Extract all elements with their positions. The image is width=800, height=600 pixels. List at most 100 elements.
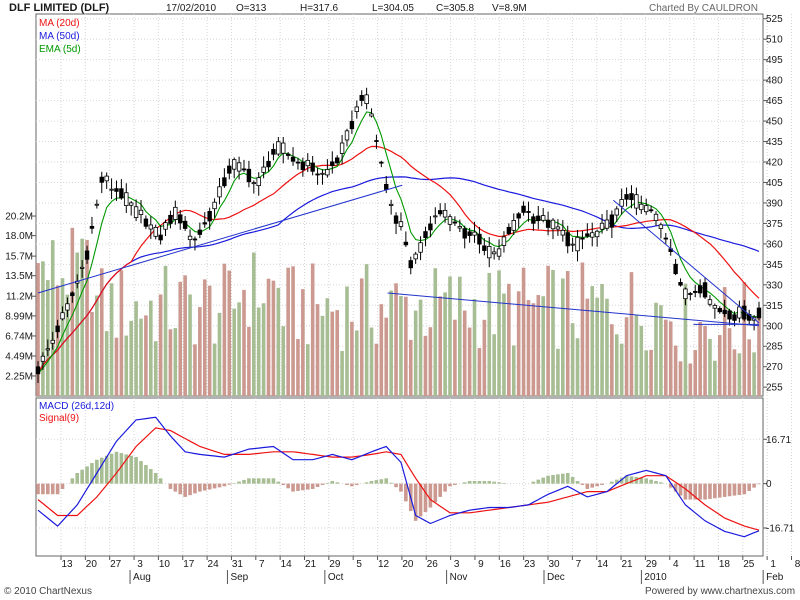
candle-body bbox=[178, 214, 183, 224]
x-tick-label: 9 bbox=[478, 559, 484, 570]
price-tick-label: 345 bbox=[766, 260, 783, 271]
macd-histogram-bar bbox=[217, 483, 222, 488]
candle-body bbox=[457, 226, 463, 229]
volume-bar bbox=[580, 262, 585, 396]
candle-body bbox=[60, 312, 65, 320]
x-tick-label: 14 bbox=[281, 559, 293, 570]
candle-body bbox=[50, 339, 55, 344]
volume-tick-label: 20.2M bbox=[5, 212, 33, 223]
quote-high: H=317.6 bbox=[300, 3, 339, 14]
ma50-line bbox=[37, 176, 760, 375]
macd-tick-label: -16.71 bbox=[766, 523, 795, 534]
macd-histogram-bar bbox=[418, 483, 423, 517]
month-label: Nov bbox=[450, 572, 468, 583]
volume-bar bbox=[242, 289, 246, 396]
volume-tick-label: 6.74M bbox=[5, 331, 33, 342]
macd-histogram-bar bbox=[595, 483, 599, 487]
volume-bar bbox=[629, 272, 634, 396]
volume-bar bbox=[664, 319, 668, 396]
macd-histogram-bar bbox=[497, 482, 501, 484]
candle-body bbox=[447, 216, 453, 225]
volume-bar bbox=[644, 350, 648, 396]
macd-histogram-bar bbox=[624, 475, 629, 484]
quote-volume: V=8.9M bbox=[492, 3, 527, 14]
macd-histogram-bar bbox=[85, 466, 89, 484]
macd-histogram-bar bbox=[399, 483, 403, 492]
macd-histogram-bar bbox=[727, 483, 732, 497]
candle-body bbox=[315, 173, 320, 176]
candle-body bbox=[526, 211, 531, 213]
macd-histogram-bar bbox=[580, 483, 585, 485]
macd-histogram-bar bbox=[109, 453, 114, 484]
macd-histogram-bar bbox=[266, 478, 271, 484]
volume-tick-label: 13.5M bbox=[5, 271, 33, 282]
volume-bar bbox=[668, 321, 673, 396]
volume-tick-label: 8.99M bbox=[5, 311, 33, 322]
candle-body bbox=[697, 285, 703, 294]
month-label: Aug bbox=[133, 572, 151, 583]
candle-body bbox=[629, 193, 634, 201]
macd-histogram-bar bbox=[428, 483, 433, 508]
macd-histogram-bar bbox=[673, 483, 678, 492]
volume-bar bbox=[443, 292, 447, 396]
volume-bar bbox=[350, 321, 354, 396]
month-label: 2010 bbox=[644, 572, 667, 583]
volume-bar bbox=[232, 308, 236, 396]
candle-body bbox=[202, 222, 207, 225]
volume-bar bbox=[134, 301, 138, 396]
x-tick-label: 17 bbox=[183, 559, 195, 570]
macd-histogram-bar bbox=[590, 483, 595, 488]
macd-histogram-bar bbox=[757, 483, 761, 485]
candle-body bbox=[585, 233, 590, 237]
candle-body bbox=[511, 220, 516, 231]
candle-body bbox=[575, 236, 580, 252]
volume-bar bbox=[526, 300, 531, 396]
quote-open: O=313 bbox=[236, 3, 267, 14]
volume-bar bbox=[600, 284, 604, 396]
volume-bar bbox=[659, 305, 663, 396]
x-tick-label: 23 bbox=[524, 559, 536, 570]
volume-bar bbox=[109, 283, 114, 396]
candle-body bbox=[590, 232, 595, 238]
candle-body bbox=[384, 183, 389, 190]
volume-bar bbox=[305, 344, 310, 396]
macd-histogram-bar bbox=[212, 483, 217, 489]
macd-histogram-bar bbox=[247, 478, 251, 484]
volume-bar bbox=[418, 299, 423, 396]
candle-body bbox=[119, 188, 124, 199]
volume-bar bbox=[276, 287, 281, 396]
candle-body bbox=[540, 215, 546, 221]
volume-bar bbox=[742, 282, 747, 396]
macd-histogram-bar bbox=[708, 483, 712, 499]
volume-bar bbox=[717, 335, 722, 396]
macd-histogram-bar bbox=[482, 480, 487, 484]
volume-bar bbox=[55, 285, 60, 396]
macd-histogram-bar bbox=[546, 475, 550, 484]
candle-body bbox=[418, 242, 423, 253]
volume-bar bbox=[492, 334, 496, 396]
macd-histogram-bar bbox=[222, 483, 227, 487]
volume-bar bbox=[507, 283, 511, 396]
macd-histogram-bar bbox=[678, 483, 683, 496]
candle-body bbox=[732, 314, 737, 321]
volume-bar bbox=[639, 325, 644, 396]
macd-histogram-bar bbox=[379, 479, 384, 484]
quote-date: 17/02/2010 bbox=[166, 3, 217, 14]
volume-bar bbox=[291, 266, 295, 396]
candle-body bbox=[374, 140, 379, 142]
volume-bar bbox=[703, 325, 707, 396]
x-tick-label: 14 bbox=[597, 559, 609, 570]
month-label: Feb bbox=[766, 572, 784, 583]
volume-bar bbox=[173, 328, 178, 396]
candle-body bbox=[114, 188, 119, 192]
volume-bar bbox=[737, 353, 742, 396]
price-tick-label: 480 bbox=[766, 76, 783, 87]
volume-bar bbox=[193, 344, 197, 396]
candle-body bbox=[496, 248, 502, 257]
candle-body bbox=[197, 229, 203, 235]
volume-bar bbox=[237, 302, 241, 396]
x-tick-label: 7 bbox=[259, 559, 265, 570]
candle-body bbox=[491, 251, 497, 255]
macd-histogram-bar bbox=[80, 469, 84, 484]
candle-body bbox=[403, 241, 409, 246]
